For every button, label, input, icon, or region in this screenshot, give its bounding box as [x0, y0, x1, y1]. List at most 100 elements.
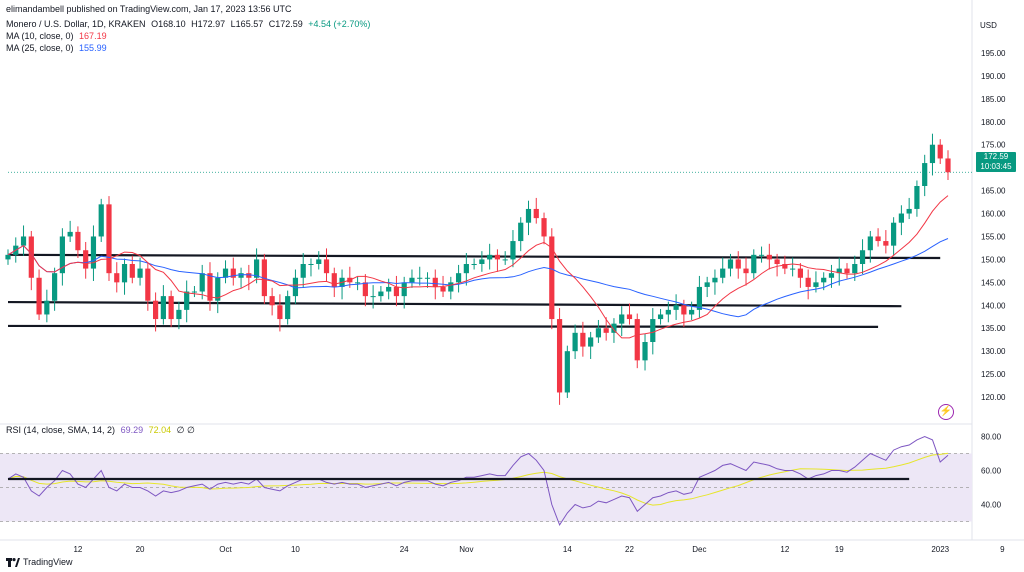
rsi-ma-value: 72.04 — [148, 425, 172, 435]
candle-body — [720, 268, 726, 278]
horizontal-line-2 — [7, 300, 902, 308]
price-tick-label: 185.00 — [981, 95, 1006, 104]
price-tick-label: 140.00 — [981, 301, 1006, 310]
candle-body — [813, 282, 819, 287]
candle-body — [316, 259, 322, 264]
candle-body — [689, 309, 695, 315]
time-tick-label: 19 — [835, 545, 844, 554]
candle-body — [191, 291, 198, 293]
candle-body — [417, 277, 423, 279]
candle-body — [945, 158, 951, 173]
candle-body — [634, 319, 640, 361]
candle-body — [588, 337, 594, 347]
candle-body — [207, 273, 213, 301]
candle-body — [409, 277, 415, 283]
candle-body — [362, 282, 368, 297]
candle-body — [766, 254, 772, 260]
candle-body — [230, 268, 236, 278]
candle-body — [665, 309, 671, 315]
time-tick-label: 14 — [563, 545, 572, 554]
time-tick-label: Nov — [459, 545, 473, 554]
rsi-legend[interactable]: RSI (14, close, SMA, 14, 2) 69.29 72.04 … — [6, 425, 198, 436]
price-tick-label: 145.00 — [981, 278, 1006, 287]
candle-body — [129, 264, 135, 278]
candle-body — [743, 268, 749, 274]
time-tick-label: 22 — [625, 545, 634, 554]
candles-group — [5, 133, 951, 405]
time-tick-label: 2023 — [931, 545, 949, 554]
price-tick-label: 195.00 — [981, 49, 1006, 58]
candle-body — [52, 273, 58, 301]
candle-body — [222, 268, 229, 278]
candle-body — [448, 282, 454, 292]
candle-body — [541, 218, 547, 237]
ma10-label: MA (10, close, 0) — [6, 31, 74, 41]
candle-body — [564, 351, 570, 393]
candle-body — [595, 328, 602, 338]
candle-body — [782, 264, 788, 269]
candle-body — [471, 264, 477, 265]
candle-body — [549, 236, 555, 320]
candle-body — [891, 222, 897, 246]
candle-body — [121, 264, 128, 283]
candle-body — [929, 144, 936, 164]
candle-body — [867, 236, 873, 251]
change-value: +4.54 (+2.70%) — [308, 19, 371, 29]
candle-body — [758, 254, 765, 256]
candle-body — [696, 286, 703, 310]
time-tick-label: 10 — [291, 545, 300, 554]
tradingview-brand: TradingView — [23, 557, 73, 567]
candle-body — [401, 282, 407, 297]
candle-body — [821, 277, 827, 283]
symbol-label: Monero / U.S. Dollar, 1D, KRAKEN — [6, 19, 146, 29]
candle-body — [844, 268, 850, 274]
candle-body — [852, 264, 858, 274]
candle-body — [603, 328, 609, 333]
countdown: 10:03:45 — [980, 162, 1012, 171]
time-tick-label: 20 — [136, 545, 145, 554]
price-tick-label: 155.00 — [981, 232, 1006, 241]
candle-body — [626, 314, 633, 320]
candle-body — [727, 259, 734, 269]
time-tick-label: 24 — [400, 545, 409, 554]
candle-body — [331, 273, 337, 287]
flash-icon[interactable]: ⚡ — [938, 404, 954, 420]
candle-body — [479, 259, 485, 264]
rsi-value: 69.29 — [120, 425, 144, 435]
candle-body — [906, 208, 912, 214]
candle-body — [859, 250, 866, 264]
rsi-extra: ∅ ∅ — [176, 425, 195, 435]
candle-body — [611, 323, 617, 333]
ma25-legend[interactable]: MA (25, close, 0) 155.99 — [6, 43, 110, 53]
rsi-tick-label: 60.00 — [981, 467, 1002, 476]
tradingview-logo[interactable]: TradingView — [6, 557, 73, 567]
candle-body — [494, 254, 501, 260]
candle-body — [424, 277, 431, 279]
last-price: 172.59 — [983, 152, 1009, 161]
low-value: L165.57 — [230, 19, 264, 29]
ma10-legend[interactable]: MA (10, close, 0) 167.19 — [6, 31, 110, 41]
candle-body — [525, 208, 532, 223]
candle-body — [463, 264, 469, 274]
ma25-label: MA (25, close, 0) — [6, 43, 74, 53]
candle-body — [805, 277, 811, 287]
candle-body — [153, 300, 159, 320]
candle-body — [160, 296, 166, 320]
price-tick-label: 125.00 — [981, 370, 1006, 379]
symbol-ohlc-row: Monero / U.S. Dollar, 1D, KRAKEN O168.10… — [6, 19, 373, 29]
price-tick-label: 165.00 — [981, 187, 1006, 196]
candle-body — [386, 286, 392, 292]
candle-body — [36, 277, 42, 315]
candle-body — [572, 332, 578, 352]
candle-body — [681, 305, 687, 315]
close-value: C172.59 — [268, 19, 303, 29]
candle-body — [67, 231, 73, 237]
ma10-line — [7, 195, 949, 339]
candle-body — [378, 291, 384, 297]
candle-body — [487, 254, 493, 260]
candle-body — [253, 259, 260, 278]
candle-body — [354, 282, 361, 284]
candle-body — [875, 236, 881, 242]
candle-body — [238, 273, 244, 278]
